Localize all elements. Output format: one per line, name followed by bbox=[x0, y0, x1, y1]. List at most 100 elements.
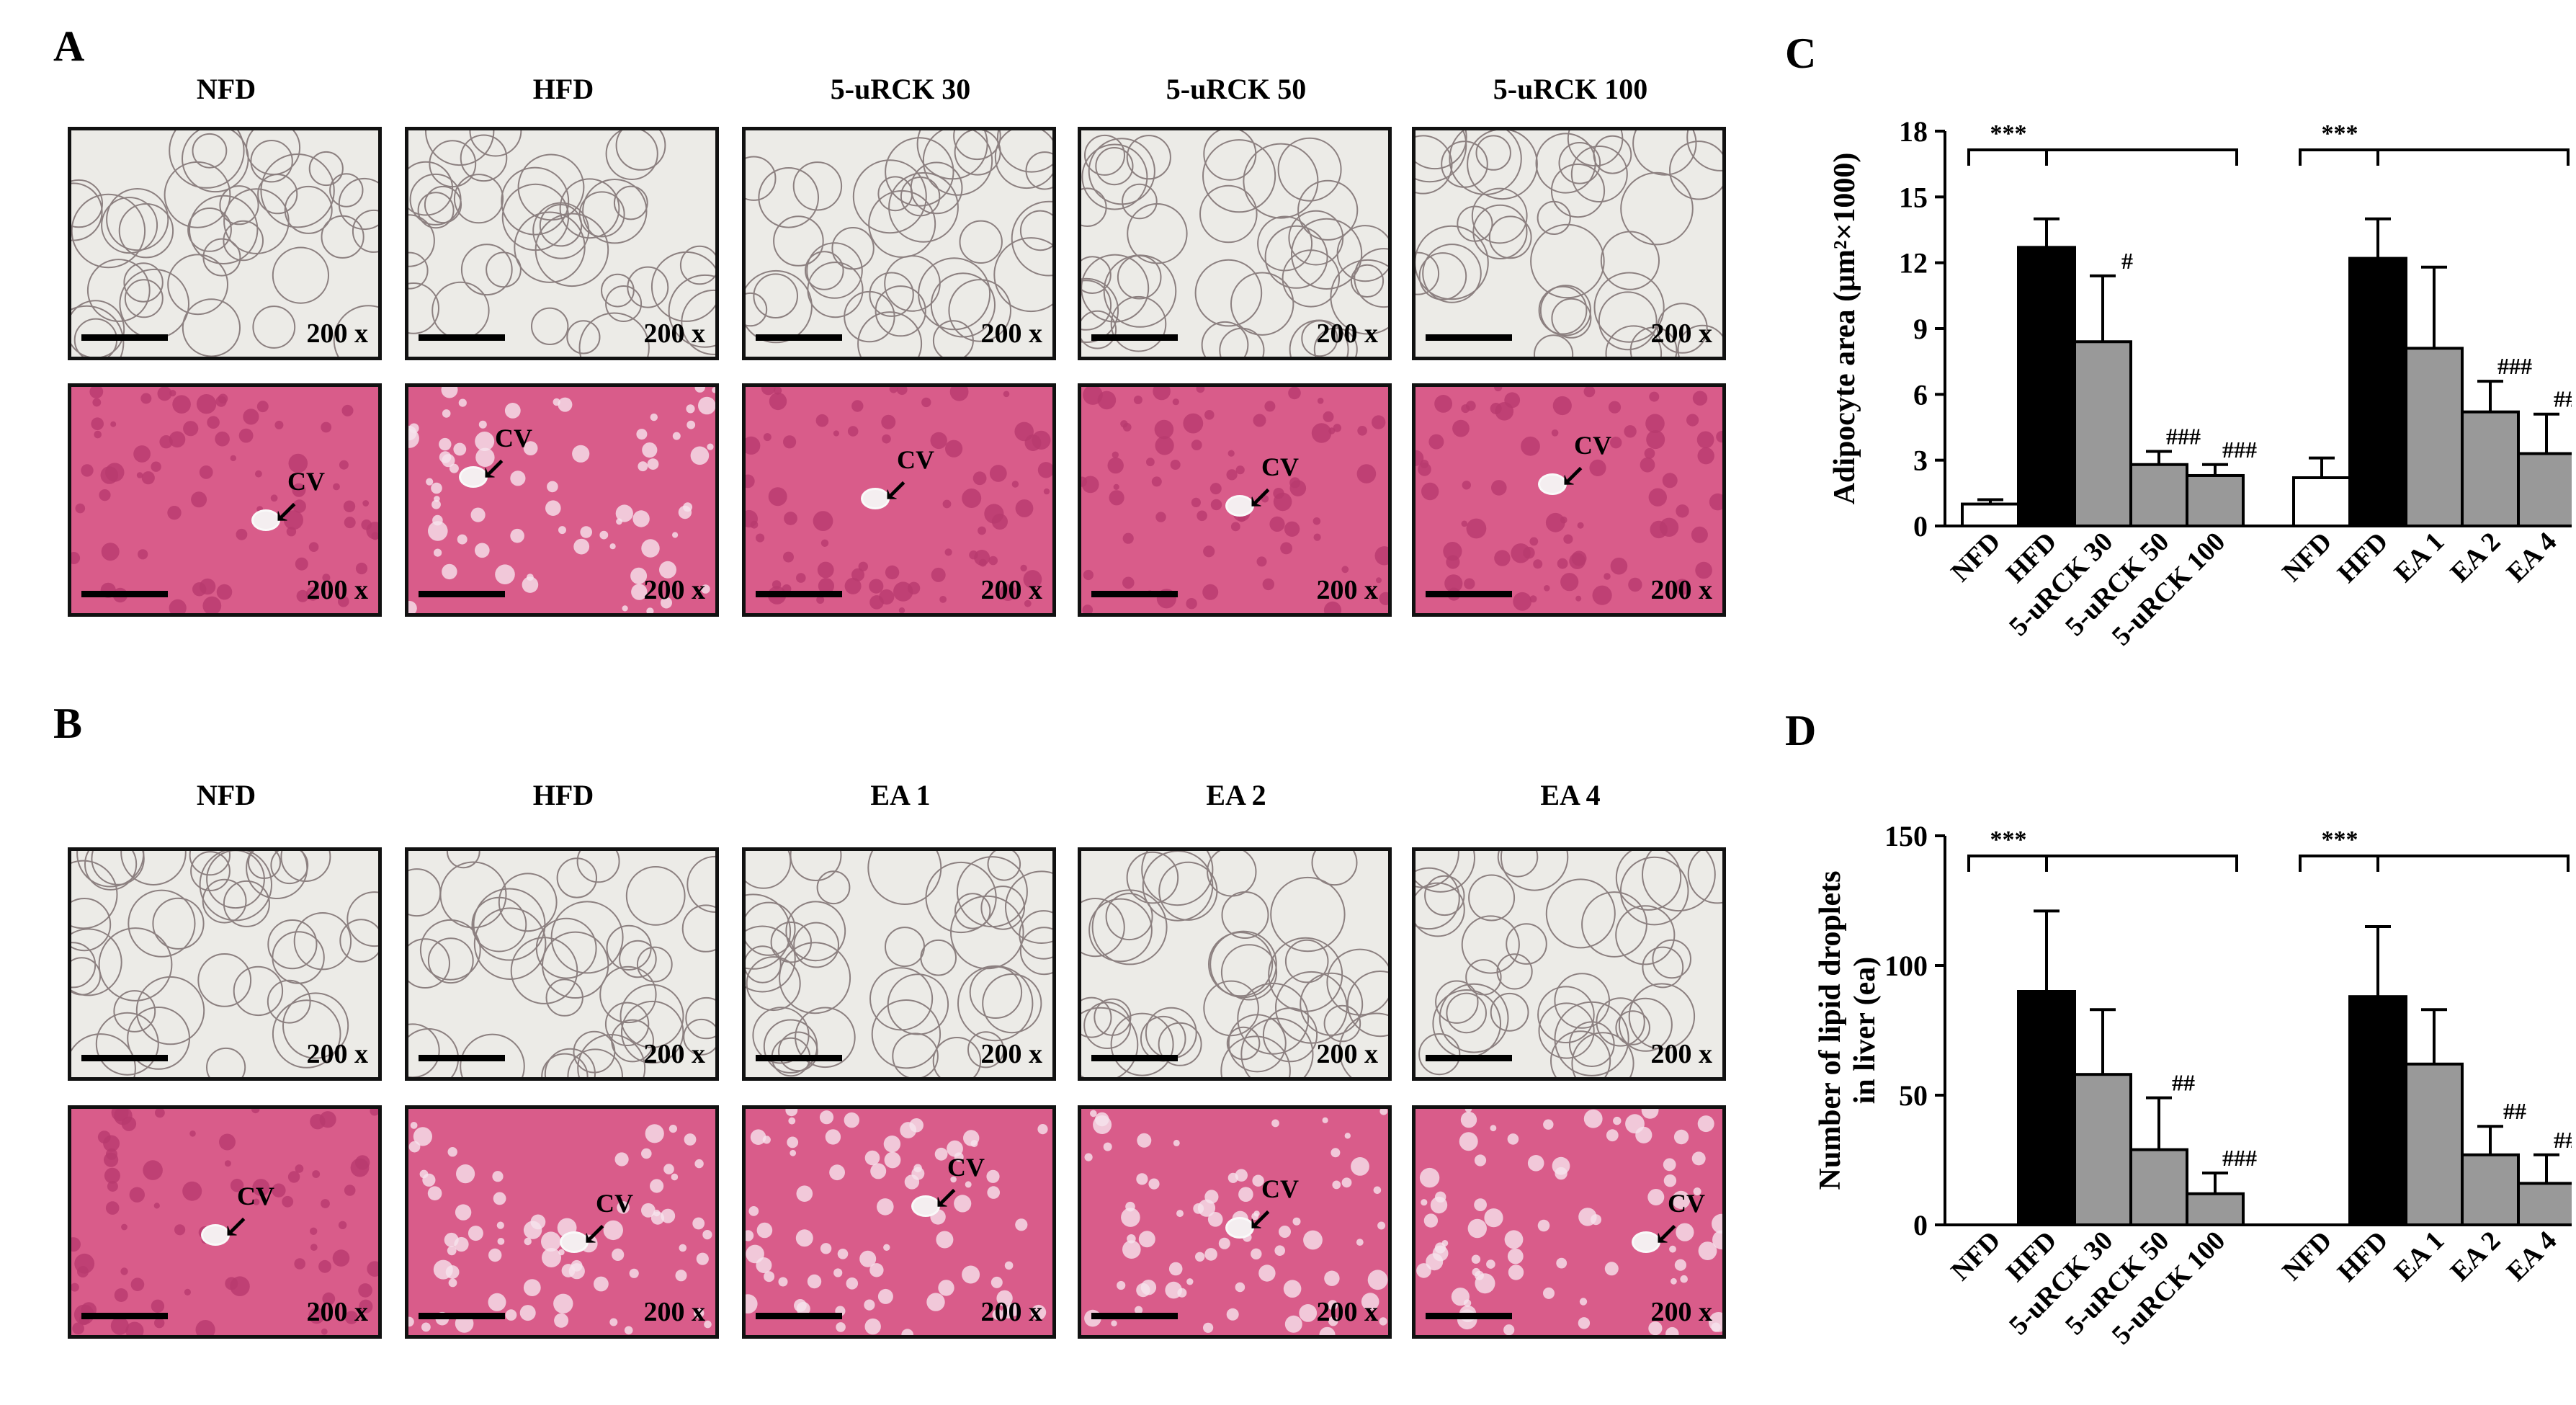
adipocyte-cell bbox=[779, 942, 851, 1014]
hepatocyte-dot bbox=[1462, 481, 1471, 490]
hepatocyte-dot bbox=[684, 1133, 697, 1146]
hepatocyte-dot bbox=[125, 1321, 144, 1335]
hepatocyte-dot bbox=[283, 510, 303, 530]
adipocyte-cell bbox=[252, 305, 296, 349]
adipocyte-cell bbox=[1571, 1032, 1634, 1077]
adipocyte-cell bbox=[994, 130, 1052, 189]
scale-bar bbox=[756, 1313, 842, 1319]
adipocyte-cell bbox=[996, 130, 1052, 173]
hepatocyte-dot bbox=[468, 1226, 483, 1241]
hepatocyte-dot bbox=[1676, 1223, 1694, 1241]
category-label: EA 1 bbox=[2389, 527, 2451, 589]
hepatocyte-dot bbox=[672, 532, 679, 538]
hepatocyte-dot bbox=[475, 543, 490, 558]
hepatocyte-dot bbox=[1650, 520, 1668, 539]
hepatocyte-dot bbox=[833, 1268, 843, 1277]
hepatocyte-dot bbox=[1676, 504, 1689, 518]
magnification-label: 200 x bbox=[980, 318, 1043, 349]
hepatocyte-texture bbox=[71, 387, 378, 613]
cv-arrow: ↙ bbox=[1560, 458, 1586, 494]
significance-hash: ## bbox=[2503, 1098, 2526, 1124]
adipocyte-cell bbox=[473, 907, 547, 980]
bar bbox=[2073, 340, 2132, 527]
scale-bar bbox=[81, 1055, 168, 1061]
magnification-label: 200 x bbox=[1316, 1039, 1379, 1069]
hepatocyte-dot bbox=[1533, 559, 1543, 569]
hepatocyte-dot bbox=[1196, 387, 1205, 393]
hepatocyte-dot bbox=[1203, 545, 1215, 558]
adipocyte-cell bbox=[982, 973, 1042, 1034]
adipocyte-cell bbox=[795, 1007, 856, 1069]
hepatocyte-dot bbox=[617, 1201, 630, 1214]
hepatocyte-dot bbox=[1508, 1264, 1524, 1280]
adipocyte-cell bbox=[250, 140, 293, 183]
adipocyte-cell bbox=[514, 211, 586, 283]
hepatocyte-dot bbox=[1504, 392, 1521, 409]
adipocyte-cell bbox=[1593, 272, 1665, 343]
hepatocyte-dot bbox=[1207, 1212, 1223, 1227]
hepatocyte-dot bbox=[545, 500, 561, 516]
liver-micrograph: CV ↙ 200 x bbox=[68, 383, 382, 617]
adipocyte-cell bbox=[1615, 851, 1682, 911]
hepatocyte-dot bbox=[1280, 542, 1292, 555]
panel-label-a: A bbox=[53, 22, 85, 70]
hepatocyte-dot bbox=[678, 505, 692, 519]
adipocyte-cell bbox=[577, 1034, 646, 1077]
central-vein bbox=[1538, 473, 1567, 495]
adipocyte-cell bbox=[1110, 295, 1167, 352]
adipocyte-cell bbox=[681, 289, 715, 355]
y-axis-label: Adipocyte area (μm²×1000) bbox=[1828, 153, 1861, 505]
hepatocyte-dot bbox=[646, 607, 654, 613]
adipocyte-cell bbox=[1618, 997, 1673, 1052]
adipocyte-cell bbox=[1657, 303, 1708, 354]
adipocyte-cell bbox=[746, 292, 768, 327]
hepatocyte-dot bbox=[962, 489, 982, 508]
hepatocyte-dot bbox=[310, 1114, 326, 1130]
scale-bar bbox=[1091, 334, 1178, 341]
category-label: HFD bbox=[2332, 527, 2394, 589]
hepatocyte-dot bbox=[612, 1248, 625, 1261]
hepatocyte-dot bbox=[362, 500, 370, 507]
y-tick-label: 100 bbox=[1884, 950, 1928, 982]
adipose-micrograph: 200 x bbox=[1078, 847, 1392, 1081]
adipocyte-cell bbox=[1545, 878, 1616, 949]
hepatocyte-dot bbox=[1256, 556, 1267, 567]
adipocyte-cell bbox=[339, 919, 378, 963]
bar bbox=[2186, 1192, 2245, 1226]
hepatocyte-dot bbox=[1465, 401, 1476, 411]
adipocyte-cell bbox=[1435, 980, 1479, 1024]
adipocyte-cell bbox=[668, 274, 715, 348]
hepatocyte-dot bbox=[1537, 1219, 1550, 1232]
hepatocyte-dot bbox=[1673, 1129, 1689, 1145]
hepatocyte-texture bbox=[746, 1109, 1048, 1335]
hepatocyte-texture bbox=[1416, 387, 1722, 611]
hepatocyte-dot bbox=[1443, 542, 1462, 561]
significance-bracket bbox=[1967, 855, 2048, 872]
hepatocyte-dot bbox=[97, 1130, 111, 1143]
hepatocyte-dot bbox=[1235, 1282, 1245, 1293]
adipocyte-cell bbox=[625, 866, 686, 926]
significance-hash: # bbox=[2121, 248, 2133, 274]
hepatocyte-dot bbox=[457, 534, 468, 545]
adipocyte-cell bbox=[867, 851, 942, 905]
scale-bar bbox=[81, 334, 168, 341]
hepatocyte-dot bbox=[630, 567, 648, 584]
adipocyte-cell bbox=[1424, 875, 1465, 916]
hepatocyte-dot bbox=[101, 543, 120, 561]
hepatocyte-dot bbox=[1513, 592, 1532, 611]
adipocyte-cell bbox=[1330, 259, 1388, 335]
hepatocyte-dot bbox=[1625, 1114, 1645, 1134]
cv-arrow: ↙ bbox=[933, 1180, 960, 1216]
adipocyte-cell bbox=[1686, 130, 1722, 171]
hepatocyte-dot bbox=[756, 1222, 773, 1239]
hepatocyte-dot bbox=[1356, 464, 1377, 483]
adipocyte-cell bbox=[1605, 325, 1663, 357]
adipose-micrograph: 200 x bbox=[742, 127, 1056, 360]
hepatocyte-dot bbox=[701, 584, 710, 594]
hepatocyte-dot bbox=[1288, 387, 1301, 400]
hepatocyte-dot bbox=[1373, 1186, 1382, 1195]
hepatocyte-dot bbox=[1154, 419, 1174, 440]
hepatocyte-dot bbox=[272, 1183, 286, 1197]
hepatocyte-dot bbox=[1428, 434, 1444, 450]
y-tick-label: 150 bbox=[1884, 820, 1928, 852]
